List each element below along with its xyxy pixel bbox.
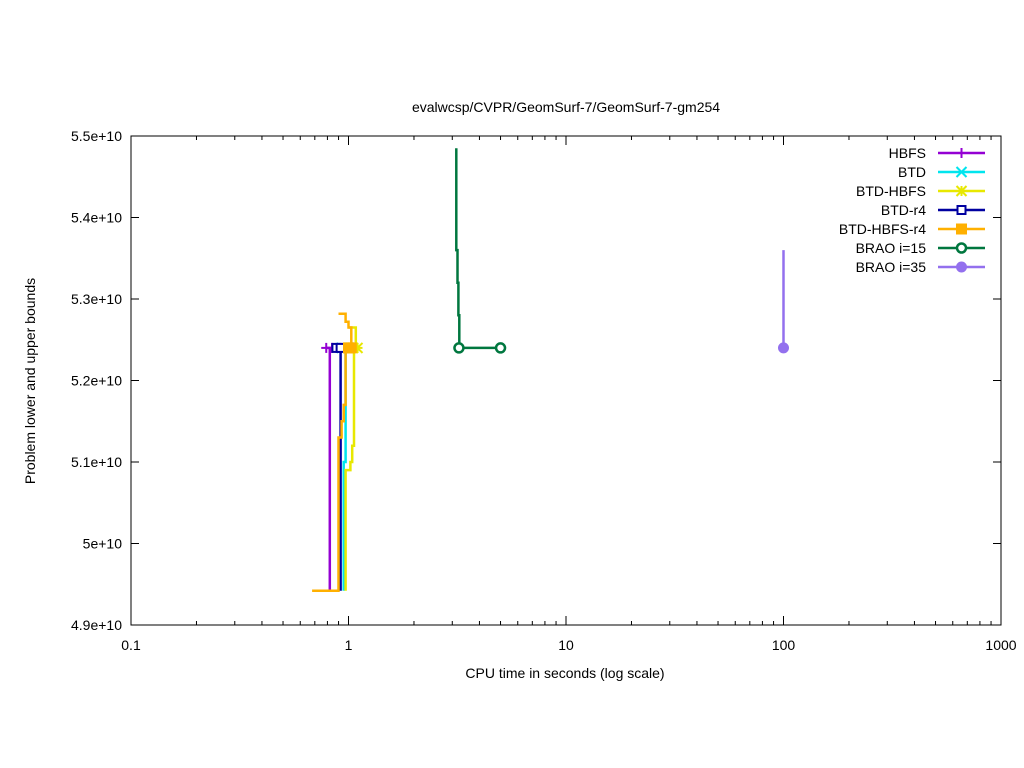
x-tick-label: 1 [345,637,353,653]
x-tick-label: 1000 [985,637,1016,653]
x-tick-label: 0.1 [121,637,141,653]
marker-shape [494,342,507,354]
data-point [453,342,465,354]
legend-label: BTD [898,164,926,180]
legend-label: BRAO i=15 [856,240,927,256]
series-btd-hbfs-r4 [312,312,357,593]
legend-marker [955,242,968,254]
axes: 4.9e+10 5e+10 5.1e+10 5.2e+10 5.3e+10 5.4e+10… [71,128,1017,653]
series-upper-line [338,312,353,348]
chart-title: evalwcsp/CVPR/GeomSurf-7/GeomSurf-7-gm25… [412,99,720,115]
series-brao-i-15 [453,148,507,354]
legend-marker [955,185,968,197]
y-tick-label: 5e+10 [83,536,123,552]
legend-label: BTD-HBFS [856,183,926,199]
legend-marker [956,261,967,273]
legend-marker [956,148,967,158]
marker-stroke [955,185,968,197]
marker-stroke [955,166,968,178]
legend-marker [956,205,967,215]
y-tick-label: 5.2e+10 [71,373,122,389]
x-axis-label: CPU time in seconds (log scale) [465,665,664,681]
data-point [778,342,789,354]
marker-shape [955,242,968,254]
y-axis-label: Problem lower and upper bounds [22,278,38,484]
marker-shape [956,261,967,273]
legend-label: HBFS [889,145,926,161]
series-btd-hbfs [344,326,364,591]
x-tick-label: 100 [772,637,796,653]
series-upper-line [455,148,461,348]
y-tick-label: 4.9e+10 [71,617,122,633]
data-point [345,342,357,354]
legend-marker [955,166,968,178]
marker-shape [453,342,465,354]
y-tick-label: 5.3e+10 [71,291,122,307]
legend-label: BTD-r4 [881,202,926,218]
data-point [494,342,507,354]
y-tick-label: 5.4e+10 [71,210,122,226]
series-brao-i-35 [778,250,789,354]
legend-label: BRAO i=35 [856,259,927,275]
x-tick-label: 10 [558,637,574,653]
marker-shape [956,223,967,235]
series-hbfs [321,342,338,591]
y-tick-label: 5.5e+10 [71,128,122,144]
series-layer [312,148,789,593]
legend: HBFS BTD BTD-HBFS BTD-r4 BTD-HBFS-r4 BRAO i=1… [839,145,985,275]
marker-shape [778,342,789,354]
marker-shape [956,205,967,215]
marker-shape [345,342,357,354]
plot-frame [130,135,1002,626]
series-lower-line [344,347,356,591]
y-tick-label: 5.1e+10 [71,454,122,470]
series-lower-line [312,347,347,593]
legend-label: BTD-HBFS-r4 [839,221,926,237]
legend-marker [956,223,967,235]
